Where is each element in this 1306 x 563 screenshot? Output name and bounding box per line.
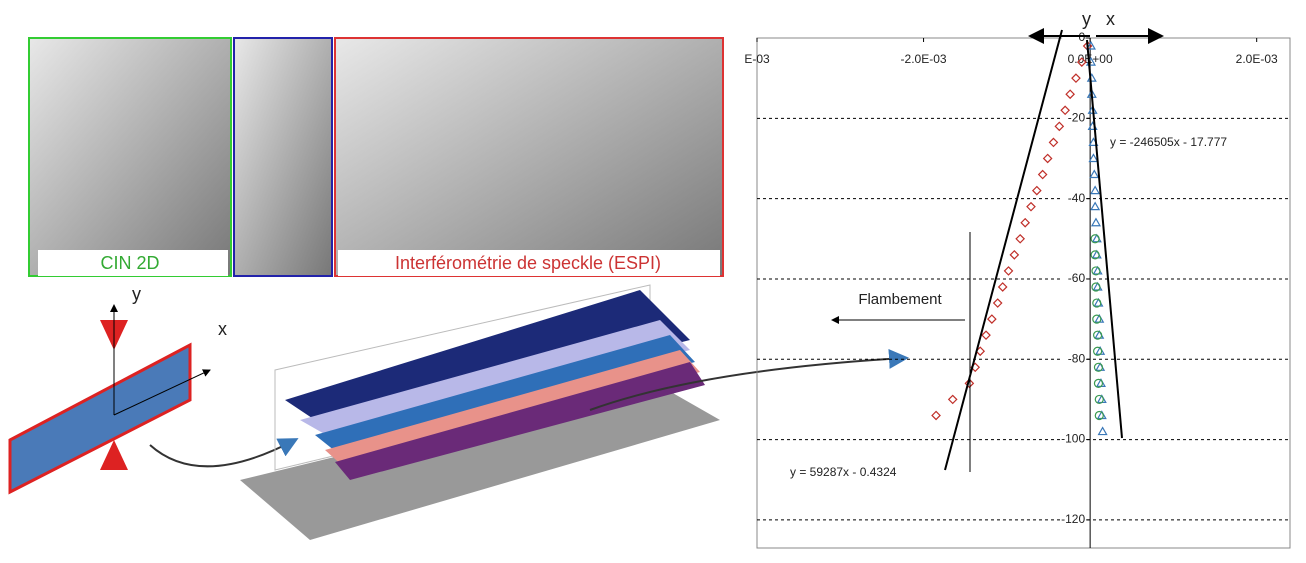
force-arrow bbox=[100, 440, 128, 470]
photo-cin bbox=[28, 37, 232, 277]
y-tick-label: -120 bbox=[1061, 512, 1085, 526]
point bbox=[1060, 105, 1070, 116]
arrow bbox=[589, 348, 909, 411]
point bbox=[1065, 89, 1075, 100]
point bbox=[1091, 282, 1101, 292]
surface-band bbox=[300, 320, 690, 440]
trendline bbox=[1086, 39, 1123, 439]
y-tick-label: -60 bbox=[1068, 271, 1086, 285]
label-bg bbox=[38, 250, 228, 276]
tick-label-bg bbox=[1062, 111, 1085, 126]
label-bg bbox=[338, 250, 720, 276]
point bbox=[1048, 137, 1059, 148]
photo-label: Interférométrie de speckle (ESPI) bbox=[395, 253, 661, 273]
y-tick-label: -100 bbox=[1061, 432, 1085, 446]
point bbox=[1090, 201, 1101, 211]
point bbox=[1042, 153, 1053, 164]
point bbox=[1071, 73, 1081, 84]
point bbox=[1090, 234, 1100, 244]
point bbox=[1090, 217, 1101, 227]
tick-label-bg bbox=[1062, 512, 1085, 527]
point bbox=[1094, 410, 1104, 421]
point bbox=[981, 330, 991, 341]
y-tick-label: -40 bbox=[1068, 191, 1086, 205]
y-tick-label: -20 bbox=[1068, 110, 1086, 124]
point bbox=[1037, 169, 1048, 180]
tick-label-bg bbox=[1062, 31, 1085, 45]
floor bbox=[240, 380, 720, 540]
point bbox=[1088, 153, 1099, 163]
point bbox=[947, 394, 958, 405]
point bbox=[1093, 362, 1104, 372]
beam bbox=[8, 342, 192, 495]
point bbox=[964, 378, 975, 389]
equation: y = 59287x - 0.4324 bbox=[790, 465, 897, 479]
point bbox=[1090, 185, 1101, 195]
axis bbox=[113, 369, 211, 416]
axis-label: x bbox=[218, 319, 227, 339]
point bbox=[1086, 72, 1097, 82]
point bbox=[1054, 121, 1065, 132]
photos: CIN 2D Interférométrie de speckle (ESPI) bbox=[28, 37, 724, 277]
point bbox=[1091, 266, 1101, 276]
point bbox=[1009, 250, 1020, 260]
beam-diagram: y x bbox=[8, 284, 299, 495]
point bbox=[1092, 314, 1102, 324]
point bbox=[931, 410, 941, 421]
point bbox=[1026, 201, 1036, 212]
point bbox=[1093, 346, 1103, 356]
point bbox=[1031, 185, 1042, 196]
chart: E-03 -2.0E-03 0.0E+00 2.0E-030-20-40-60-80-… bbox=[744, 30, 1290, 548]
tick-label-bg bbox=[1062, 191, 1085, 206]
arrow bbox=[149, 438, 299, 468]
point bbox=[1015, 233, 1026, 244]
tick-label-bg bbox=[1062, 271, 1085, 286]
photo-sample bbox=[233, 37, 333, 277]
axis-arrow-label: x bbox=[1106, 9, 1115, 29]
y-tick-label: 0 bbox=[1078, 30, 1085, 44]
tick-label-bg bbox=[1062, 352, 1085, 367]
point bbox=[987, 314, 997, 324]
y-tick-label: -80 bbox=[1068, 351, 1086, 365]
point bbox=[1076, 57, 1087, 67]
x-tick-label: 2.0E-03 bbox=[1236, 52, 1278, 66]
photo-espi bbox=[334, 37, 724, 277]
point bbox=[1003, 266, 1014, 276]
point bbox=[1089, 169, 1100, 179]
axis-label: y bbox=[132, 284, 141, 304]
point bbox=[1097, 426, 1108, 436]
axis-arrow-label: y bbox=[1082, 9, 1091, 29]
point bbox=[997, 282, 1008, 292]
tick-label-bg bbox=[1062, 432, 1085, 447]
annotation: Flambement bbox=[858, 291, 942, 308]
point bbox=[1092, 298, 1102, 308]
x-tick-label: -2.0E-03 bbox=[901, 52, 947, 66]
x-tick-label: E-03 bbox=[744, 52, 770, 66]
surface-band bbox=[315, 335, 695, 455]
point bbox=[1090, 250, 1100, 260]
point bbox=[1093, 330, 1103, 340]
trendline bbox=[944, 29, 1063, 471]
surface-band bbox=[285, 290, 690, 430]
point bbox=[1093, 378, 1104, 388]
plot-frame bbox=[756, 37, 1291, 549]
photo-label: CIN 2D bbox=[100, 253, 159, 273]
surface-band bbox=[335, 362, 705, 480]
point bbox=[992, 298, 1003, 308]
point bbox=[1020, 217, 1031, 228]
point bbox=[1085, 40, 1096, 50]
equation: y = -246505x - 17.777 bbox=[1110, 135, 1227, 149]
surface-plot bbox=[240, 284, 909, 540]
point bbox=[1094, 394, 1104, 405]
